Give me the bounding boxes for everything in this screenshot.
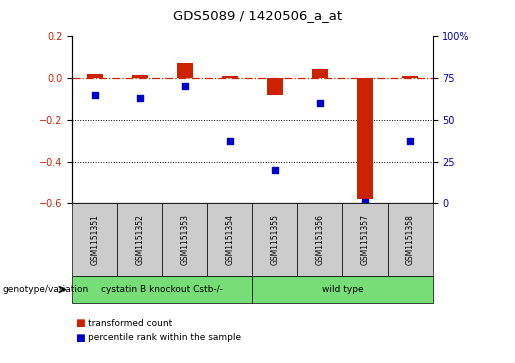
- Text: ■: ■: [75, 318, 84, 328]
- Text: cystatin B knockout Cstb-/-: cystatin B knockout Cstb-/-: [101, 285, 223, 294]
- Text: transformed count: transformed count: [88, 319, 172, 327]
- Point: [316, 100, 324, 106]
- Bar: [402, 76, 418, 78]
- Point: [361, 199, 369, 204]
- Text: genotype/variation: genotype/variation: [3, 285, 89, 294]
- Text: GSM1151357: GSM1151357: [360, 214, 369, 265]
- Text: GSM1151355: GSM1151355: [270, 214, 279, 265]
- Point: [271, 167, 279, 173]
- Text: percentile rank within the sample: percentile rank within the sample: [88, 333, 241, 342]
- Text: GSM1151356: GSM1151356: [316, 214, 324, 265]
- Bar: [312, 69, 328, 78]
- Point: [91, 92, 99, 98]
- Point: [181, 83, 189, 89]
- Bar: [357, 78, 373, 199]
- Text: ■: ■: [75, 333, 84, 343]
- Point: [226, 139, 234, 144]
- Text: GSM1151353: GSM1151353: [180, 214, 189, 265]
- Bar: [87, 74, 102, 78]
- Text: GSM1151352: GSM1151352: [135, 214, 144, 265]
- Text: GSM1151358: GSM1151358: [406, 214, 415, 265]
- Bar: [132, 75, 148, 78]
- Bar: [177, 64, 193, 78]
- Point: [406, 139, 414, 144]
- Text: wild type: wild type: [322, 285, 363, 294]
- Bar: [222, 76, 238, 78]
- Point: [135, 95, 144, 101]
- Text: GSM1151354: GSM1151354: [226, 214, 234, 265]
- Text: GSM1151351: GSM1151351: [90, 214, 99, 265]
- Bar: [267, 78, 283, 95]
- Text: GDS5089 / 1420506_a_at: GDS5089 / 1420506_a_at: [173, 9, 342, 22]
